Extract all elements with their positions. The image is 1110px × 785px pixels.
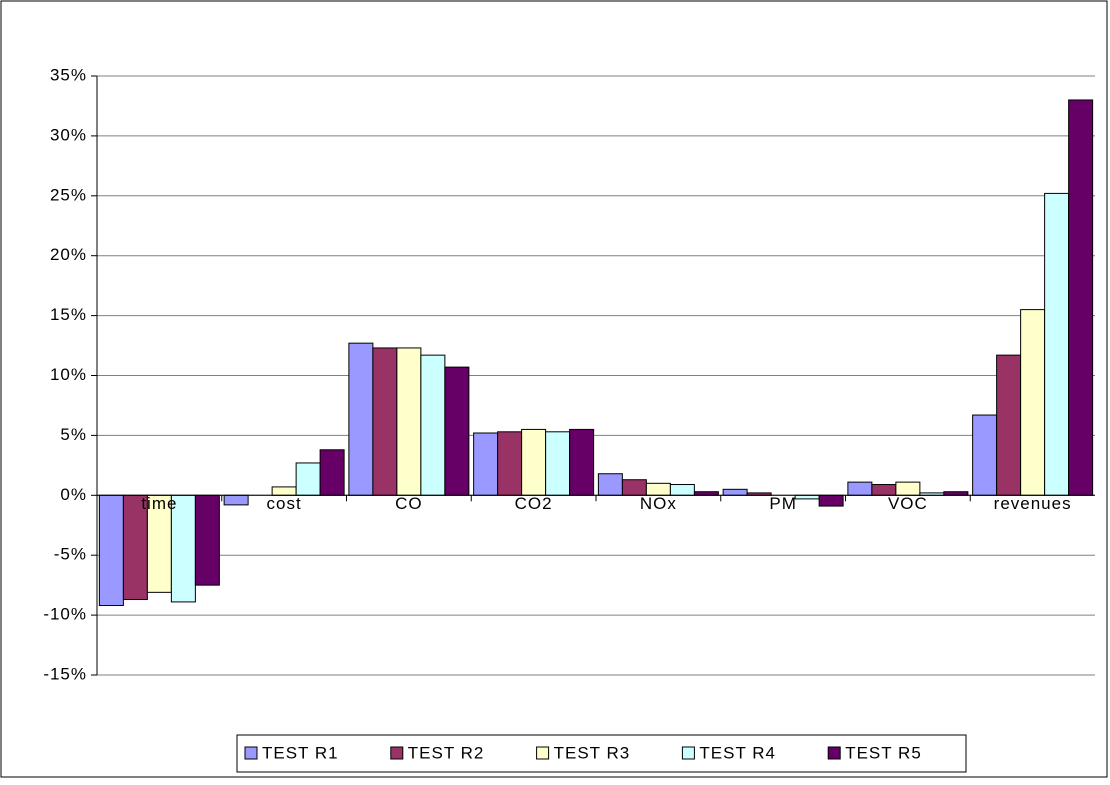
legend-swatch xyxy=(827,746,841,760)
x-tick-label: CO xyxy=(395,494,423,513)
bar xyxy=(295,462,321,496)
bar xyxy=(170,494,196,603)
bar xyxy=(847,481,873,496)
legend-swatch xyxy=(244,746,258,760)
legend-label: TEST R1 xyxy=(262,743,339,762)
x-tick-label: revenues xyxy=(994,494,1072,513)
y-tick-label: 0% xyxy=(60,485,87,504)
bar-layer xyxy=(98,99,1094,607)
bar xyxy=(693,491,719,496)
bar xyxy=(943,491,969,496)
bar xyxy=(545,431,571,496)
bar xyxy=(597,473,623,496)
bar xyxy=(223,494,249,506)
bar xyxy=(722,488,748,496)
legend: TEST R1 TEST R2 TEST R3 TEST R4 TEST R5 xyxy=(236,734,967,773)
legend-label: TEST R5 xyxy=(845,743,922,762)
bar xyxy=(444,366,470,496)
bar xyxy=(497,431,523,496)
bar xyxy=(972,414,998,496)
bar xyxy=(818,494,844,507)
legend-label: TEST R4 xyxy=(699,743,776,762)
bar xyxy=(396,347,422,496)
legend-swatch xyxy=(390,746,404,760)
bar xyxy=(569,428,595,496)
bar xyxy=(1068,99,1094,496)
x-tick-label: time xyxy=(141,494,177,513)
x-tick-label: cost xyxy=(267,494,302,513)
grid-layer xyxy=(97,75,1095,676)
bar xyxy=(194,494,220,586)
bar xyxy=(372,347,398,496)
bar xyxy=(996,354,1022,496)
x-tick-label: CO2 xyxy=(515,494,553,513)
bar xyxy=(473,432,499,496)
x-tick-label: PM xyxy=(769,494,797,513)
y-tick-label: 10% xyxy=(50,365,87,384)
bar xyxy=(1044,192,1070,496)
bar xyxy=(348,342,374,496)
legend-label: TEST R2 xyxy=(408,743,485,762)
y-tick-label: -15% xyxy=(43,664,87,683)
bar xyxy=(794,494,820,500)
legend-swatch xyxy=(536,746,550,760)
y-tick-label: 25% xyxy=(50,185,87,204)
axis-layer: -15% -10% -5% 0% 5% 10% 15% 20% 25% 30% 35% time cos… xyxy=(43,65,1095,683)
legend-label: TEST R3 xyxy=(554,743,631,762)
bar xyxy=(122,494,148,601)
y-tick-label: 30% xyxy=(50,125,87,144)
bar xyxy=(1020,309,1046,496)
y-tick-label: 15% xyxy=(50,305,87,324)
y-tick-label: 5% xyxy=(60,425,87,444)
bar xyxy=(420,354,446,496)
bar xyxy=(521,428,547,496)
bar xyxy=(319,449,345,496)
x-tick-label: VOC xyxy=(888,494,928,513)
x-tick-label: NOx xyxy=(640,494,677,513)
y-tick-label: 20% xyxy=(50,245,87,264)
y-tick-label: -5% xyxy=(54,545,87,564)
legend-swatch xyxy=(681,746,695,760)
bar xyxy=(98,494,124,607)
y-tick-label: -10% xyxy=(43,605,87,624)
y-tick-label: 35% xyxy=(50,65,87,84)
legend-box xyxy=(236,734,967,773)
